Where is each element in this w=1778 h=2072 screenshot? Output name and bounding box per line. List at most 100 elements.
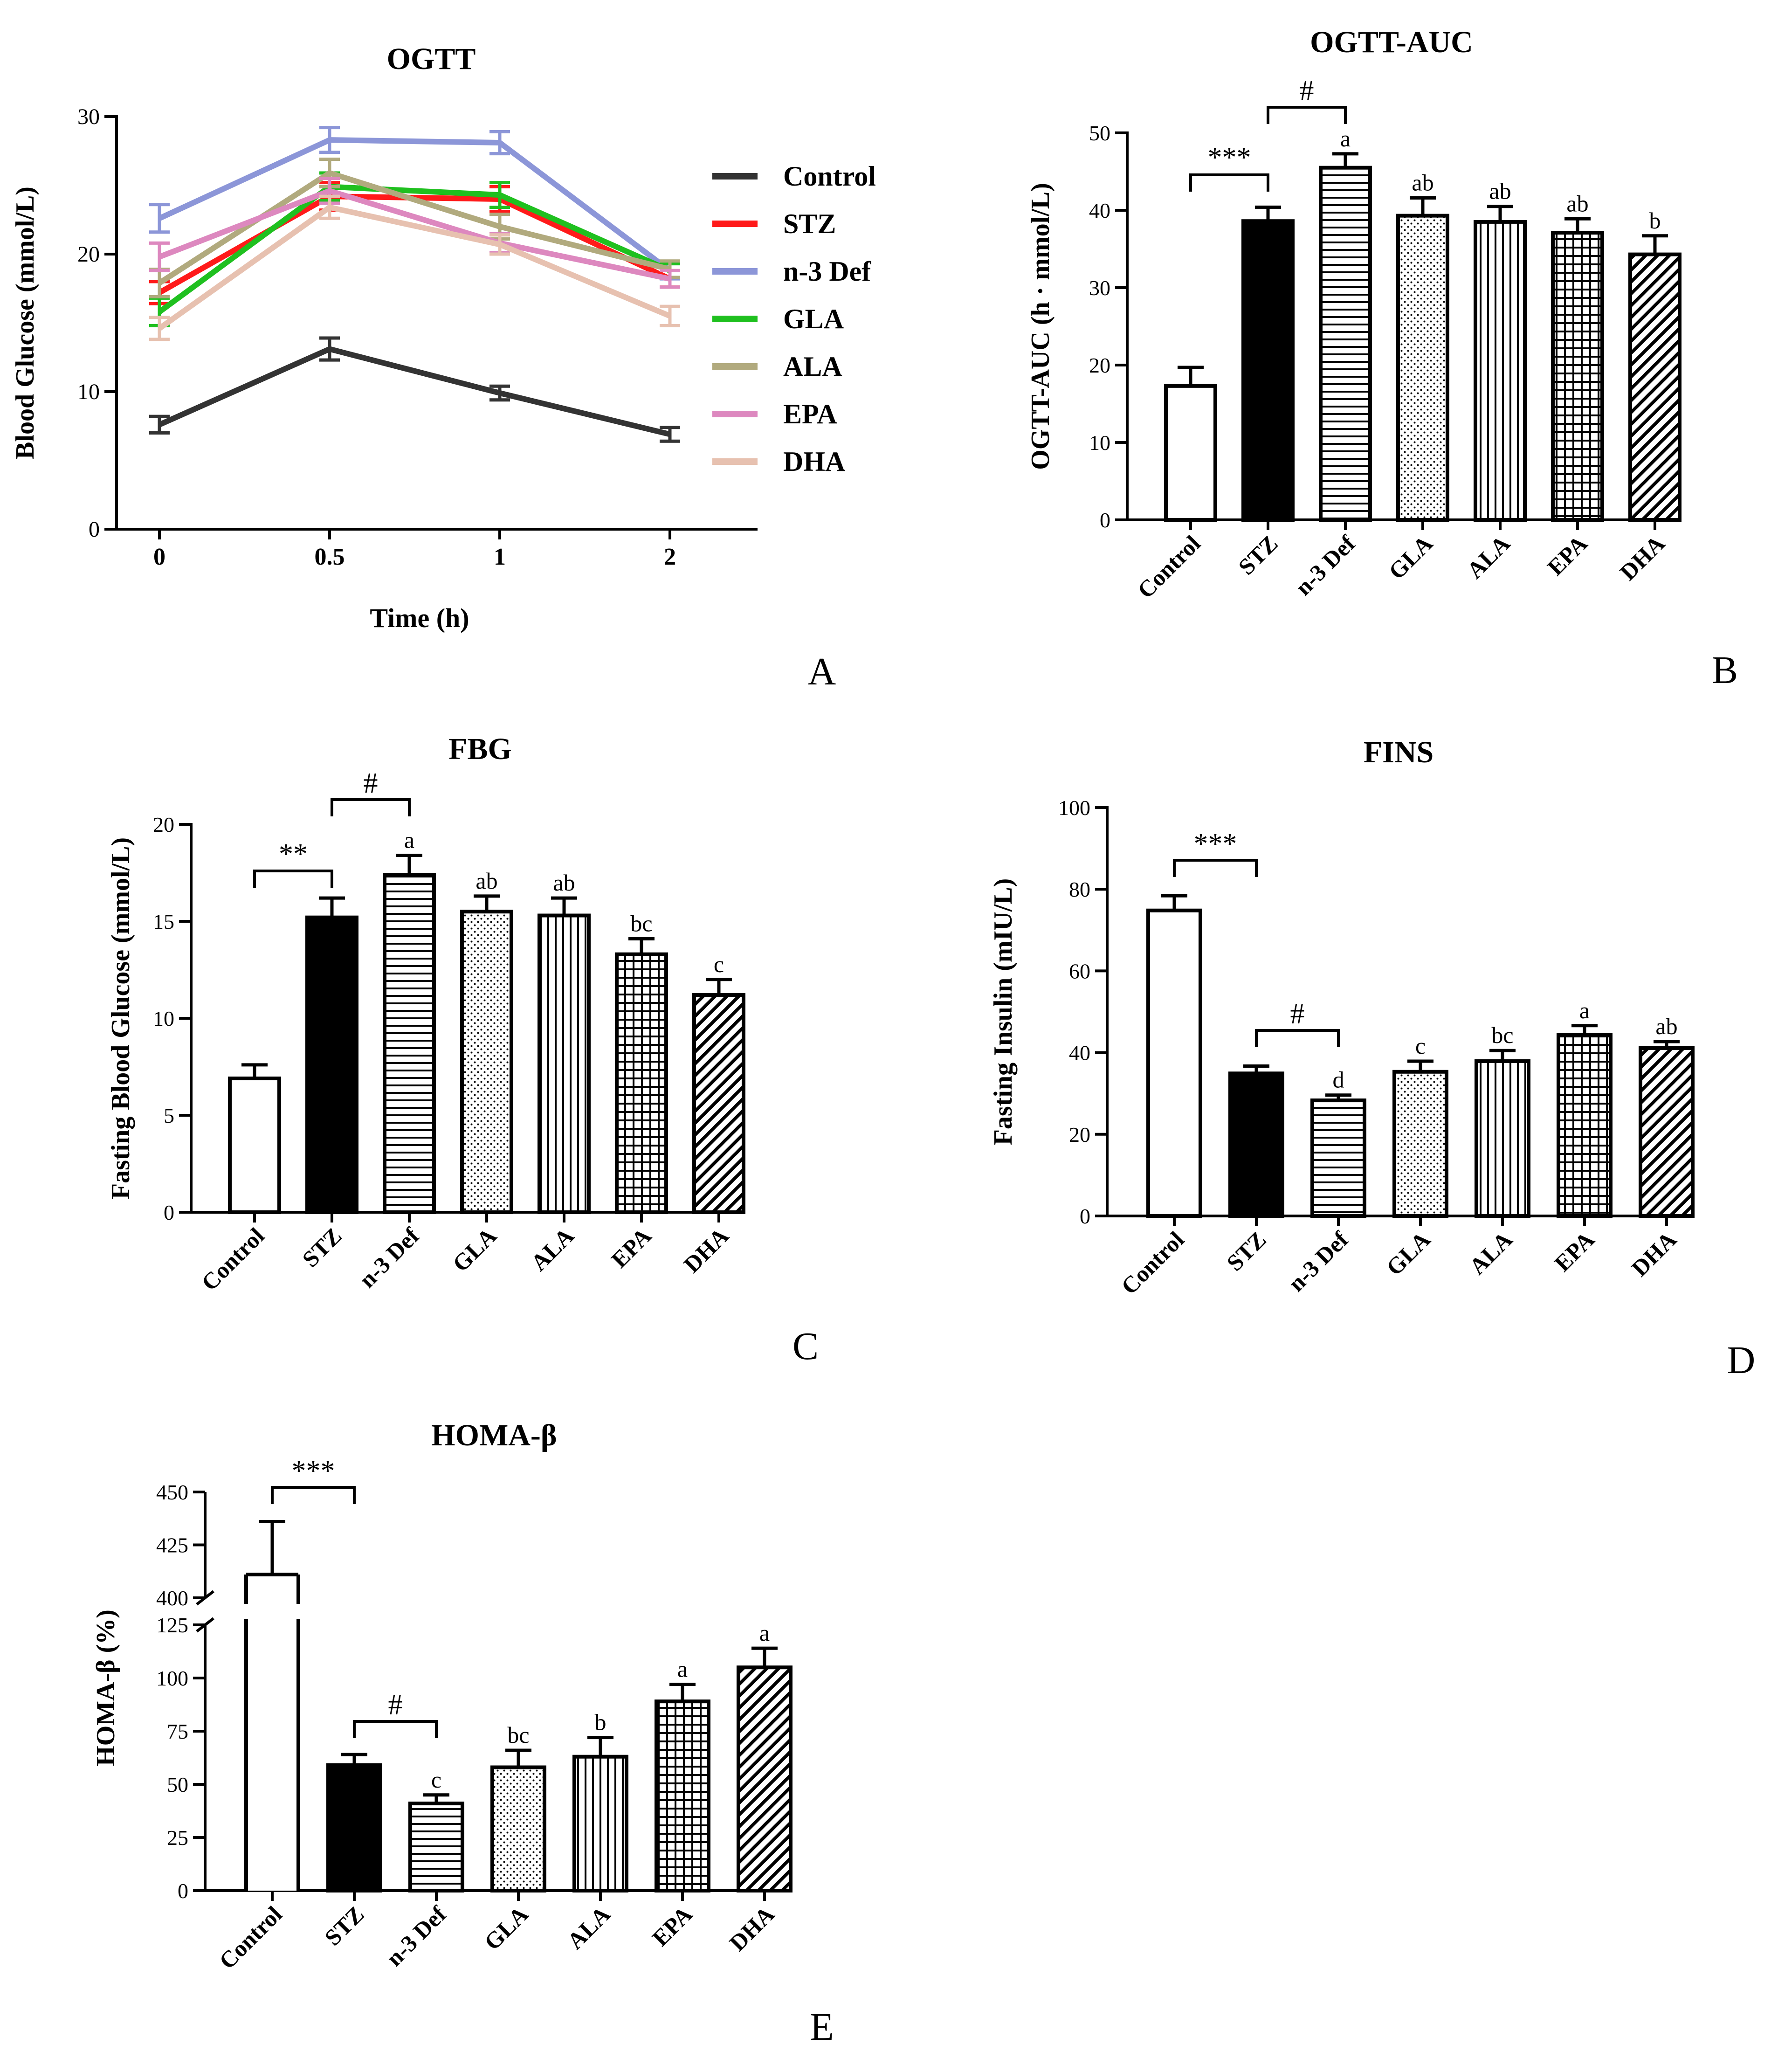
significance-label: a — [1579, 997, 1590, 1023]
significance-label: bc — [507, 1722, 529, 1748]
x-tick-label: 0 — [153, 544, 165, 570]
x-category-label: n-3 Def — [1283, 1226, 1354, 1297]
significance-label: a — [677, 1656, 688, 1682]
bar — [1319, 166, 1372, 522]
y-tick-label: 20 — [1069, 1123, 1090, 1147]
x-category-label: EPA — [1542, 530, 1592, 580]
y-tick-label: 20 — [77, 242, 100, 267]
bar — [1146, 908, 1202, 1218]
bar — [1551, 231, 1604, 522]
bar — [1396, 214, 1449, 522]
bar — [460, 910, 513, 1214]
y-tick-label: 40 — [1069, 1041, 1090, 1065]
comparison-bracket — [271, 1486, 356, 1504]
y-tick-label: 10 — [77, 380, 100, 404]
y-axis-title: Fasting Blood Glucose (mmol/L) — [106, 837, 135, 1199]
significance-label: a — [759, 1620, 770, 1646]
panel-letter: C — [793, 1325, 819, 1368]
bar — [1241, 219, 1295, 522]
bar — [1392, 1070, 1448, 1218]
comparison-marker: *** — [1208, 142, 1251, 173]
y-tick-label: 0 — [89, 517, 100, 542]
x-category-label: STZ — [1233, 530, 1282, 580]
bar — [572, 1754, 628, 1892]
x-category-label: n-3 Def — [1290, 530, 1361, 601]
series-line-epa — [158, 188, 671, 282]
comparison-bracket — [1267, 106, 1347, 124]
legend-entry: STZ — [783, 208, 836, 239]
significance-label: bc — [1491, 1022, 1513, 1048]
y-tick-label: 0 — [178, 1879, 188, 1903]
series-line-gla — [158, 184, 671, 314]
comparison-marker: *** — [292, 1455, 335, 1487]
panel-letter: B — [1712, 649, 1738, 692]
y-tick-label: 50 — [1089, 121, 1110, 145]
significance-label: ab — [1412, 169, 1433, 195]
x-category-label: EPA — [647, 1901, 697, 1951]
comparison-bracket — [1255, 1029, 1340, 1047]
x-category-label: n-3 Def — [381, 1900, 452, 1971]
bar — [655, 1699, 710, 1892]
series-line-dha — [158, 204, 671, 331]
significance-label: ab — [1566, 190, 1588, 216]
x-category-label: DHA — [1626, 1226, 1682, 1281]
y-tick-label: 60 — [1069, 959, 1090, 983]
x-category-label: n-3 Def — [354, 1222, 425, 1293]
bar — [1557, 1033, 1613, 1218]
x-category-label: DHA — [679, 1222, 734, 1278]
y-tick-label: 100 — [156, 1666, 188, 1690]
bar — [305, 915, 358, 1215]
x-category-label: EPA — [606, 1222, 656, 1273]
x-category-label: EPA — [1549, 1226, 1599, 1277]
x-category-label: ALA — [1464, 1226, 1517, 1279]
y-tick-label: 450 — [156, 1480, 188, 1504]
bar — [615, 952, 668, 1214]
y-axis-title: Fasting Insulin (mIU/L) — [989, 878, 1018, 1146]
y-tick-label: 80 — [1069, 877, 1090, 901]
y-tick-label: 15 — [153, 910, 174, 933]
y-tick-label: 40 — [1089, 199, 1110, 222]
comparison-marker: # — [1300, 75, 1314, 107]
legend-entry: n-3 Def — [783, 256, 871, 287]
comparison-marker: # — [1290, 998, 1305, 1030]
panel-b-ogtt-auc-bar-chart: 0 10 20 30 40 50 Control STZ a n-3 Def ab GLA ab ALA a… — [1026, 25, 1738, 692]
comparison-bracket — [1189, 173, 1269, 192]
y-tick-label: 10 — [1089, 431, 1110, 455]
comparison-bracket — [353, 1720, 438, 1738]
y-axis-title: OGTT-AUC (h · mmol/L) — [1026, 183, 1055, 470]
significance-label: ab — [553, 870, 575, 896]
x-category-label: DHA — [1615, 530, 1670, 585]
x-category-label: Control — [1132, 530, 1206, 603]
bar — [538, 913, 591, 1214]
significance-label: b — [1649, 207, 1661, 234]
y-tick-label: 30 — [77, 104, 100, 129]
y-tick-label: 425 — [156, 1533, 188, 1557]
y-tick-label: 0 — [1080, 1204, 1090, 1228]
significance-label: ab — [1489, 178, 1511, 204]
x-tick-label: 1 — [494, 544, 506, 570]
bar — [490, 1765, 546, 1893]
x-axis-title: Time (h) — [370, 603, 469, 633]
bar — [1475, 1059, 1530, 1218]
comparison-marker: ** — [279, 838, 308, 870]
significance-label: bc — [630, 910, 652, 936]
x-category-label: GLA — [448, 1222, 502, 1277]
significance-label: a — [404, 827, 414, 853]
significance-label: ab — [1655, 1013, 1677, 1039]
x-category-label: DHA — [724, 1901, 779, 1956]
x-category-label: STZ — [319, 1901, 369, 1950]
y-tick-label: 50 — [167, 1773, 188, 1796]
y-tick-label: 20 — [1089, 353, 1110, 377]
comparison-marker: # — [364, 767, 378, 799]
bar — [1474, 220, 1527, 522]
x-category-label: Control — [196, 1222, 269, 1296]
series-line-ala — [158, 170, 671, 285]
series-line-control — [158, 346, 671, 437]
y-tick-label: 125 — [156, 1613, 188, 1637]
bar — [692, 993, 745, 1215]
panel-letter: A — [808, 650, 836, 693]
y-tick-label: 10 — [153, 1007, 174, 1030]
x-category-label: STZ — [1221, 1226, 1271, 1276]
comparison-bracket — [331, 798, 411, 816]
